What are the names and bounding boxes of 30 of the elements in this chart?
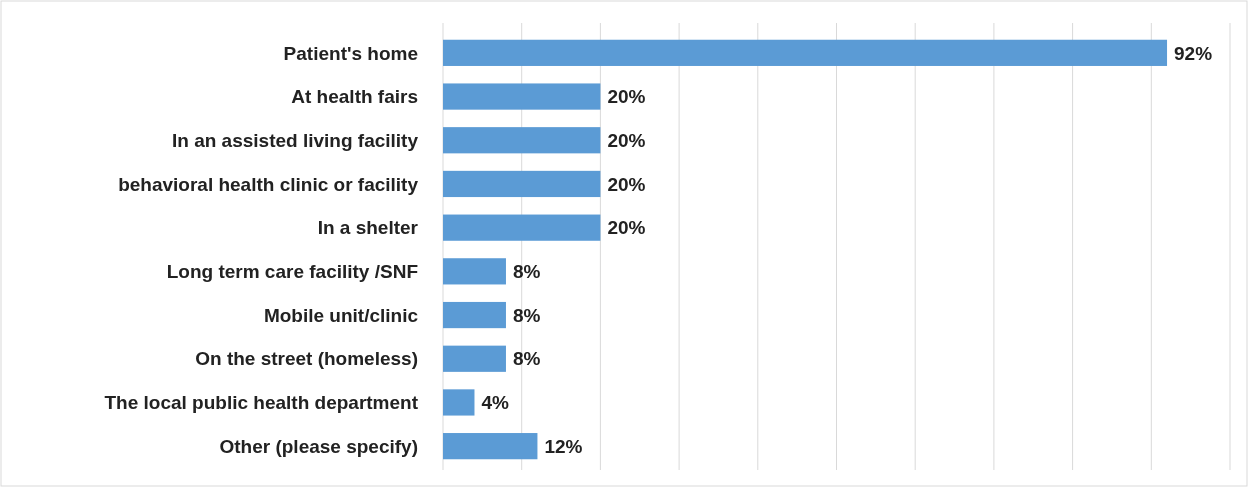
y-tick-label: Long term care facility /SNF [166, 261, 418, 282]
data-label: 4% [481, 392, 510, 414]
y-tick-label: behavioral health clinic or facility [118, 173, 419, 195]
bar [443, 39, 1168, 66]
y-tick-label: In an assisted living facility [171, 129, 419, 151]
y-tick-label: At health fairs [291, 86, 418, 108]
bar [443, 214, 601, 241]
bar [443, 345, 506, 372]
data-label: 20% [607, 173, 646, 195]
data-label: 92% [1174, 42, 1213, 64]
data-label: 20% [607, 217, 646, 239]
y-tick-label: In a shelter [317, 217, 419, 239]
bar [443, 170, 601, 198]
bar [443, 433, 538, 460]
data-label: 20% [607, 129, 646, 151]
data-label: 12% [544, 435, 583, 457]
bar [443, 389, 475, 416]
data-label: 8% [512, 261, 541, 282]
bar [443, 83, 601, 110]
y-tick-label: Other (please specify) [219, 435, 418, 457]
data-label: 20% [607, 86, 646, 108]
data-label: 8% [512, 304, 541, 326]
bar [443, 301, 506, 329]
bar [443, 258, 506, 285]
y-tick-label: The local public health department [104, 392, 419, 414]
data-label: 8% [512, 348, 541, 370]
y-tick-label: Patient's home [283, 42, 418, 64]
y-tick-label: On the street (homeless) [195, 348, 418, 370]
y-tick-label: Mobile unit/clinic [263, 304, 419, 326]
bar [443, 127, 601, 154]
